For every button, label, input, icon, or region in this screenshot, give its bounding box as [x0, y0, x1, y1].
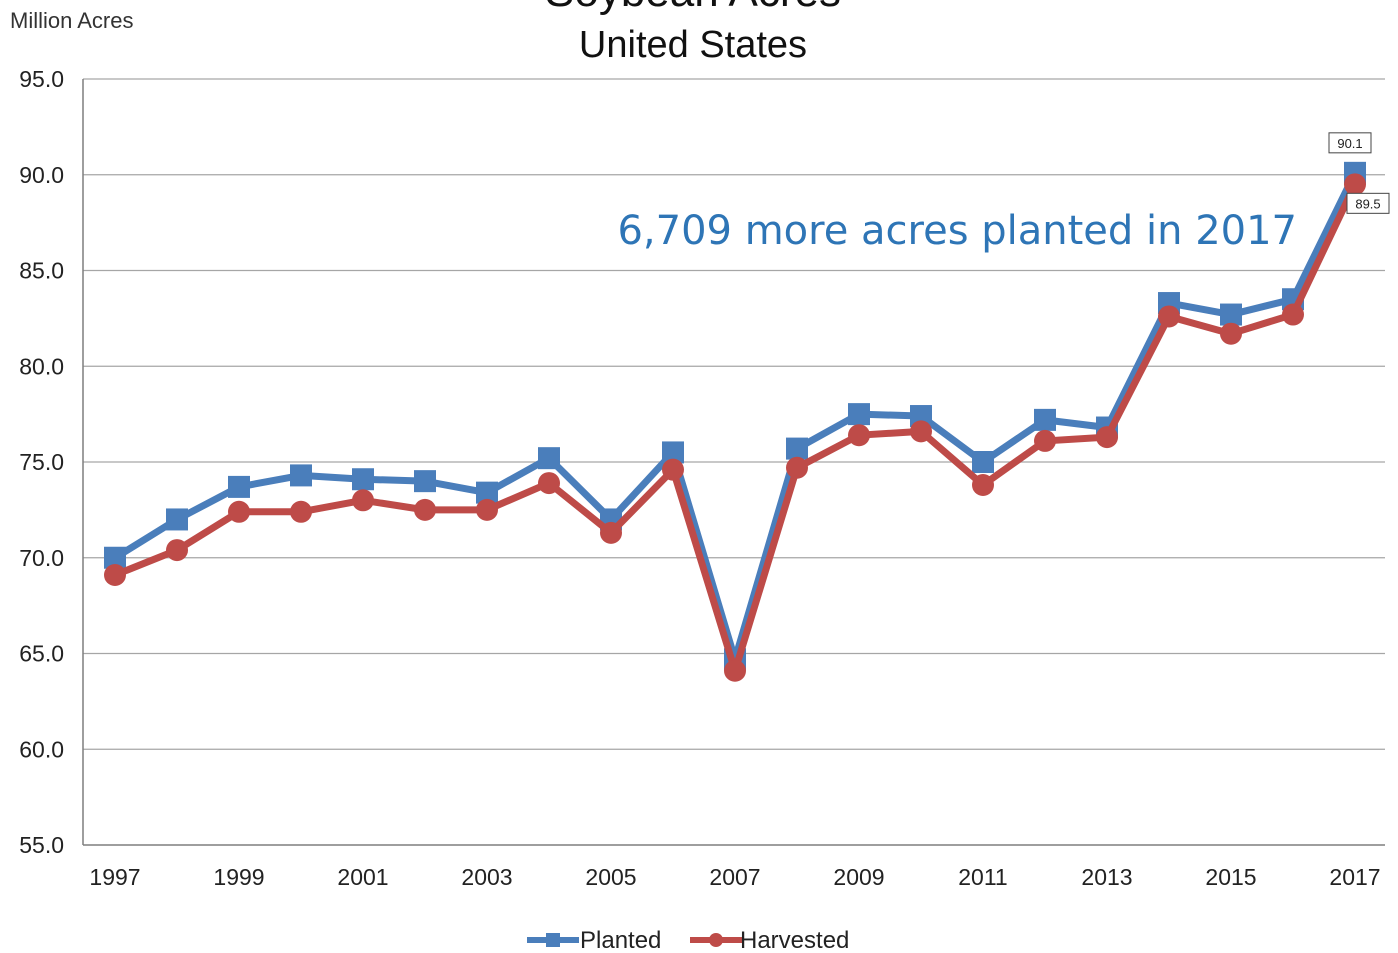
data-point [1220, 322, 1242, 345]
data-label-text: 90.1 [1337, 136, 1362, 151]
data-point [848, 403, 870, 426]
data-point [1220, 303, 1242, 326]
data-point [166, 539, 188, 562]
data-point [104, 563, 126, 586]
data-point [1344, 173, 1366, 196]
y-tick-label: 75.0 [19, 449, 64, 475]
legend-label: Harvested [740, 927, 849, 953]
legend-swatch-marker [546, 933, 560, 947]
data-label-box [1328, 132, 1372, 154]
data-point [662, 441, 684, 464]
chart-subtitle: United States [579, 24, 807, 66]
y-tick-label: 65.0 [19, 641, 64, 667]
data-point [1158, 305, 1180, 328]
data-point [1034, 429, 1056, 452]
data-point [228, 500, 250, 523]
legend: Planted Harvested [527, 927, 849, 953]
data-point [414, 470, 436, 493]
data-point [538, 447, 560, 470]
series [104, 161, 1366, 682]
x-tick-label: 2005 [585, 864, 636, 890]
y-axis-ticks: 55.0 60.0 65.0 70.0 75.0 80.0 85.0 90.0 95.0 [19, 66, 64, 858]
data-point [786, 437, 808, 460]
data-point [290, 464, 312, 487]
y-tick-label: 95.0 [19, 66, 64, 92]
x-tick-label: 2017 [1329, 864, 1380, 890]
data-point [972, 473, 994, 496]
data-label-box [1346, 192, 1390, 214]
data-label: 90.1 [1328, 132, 1372, 154]
y-tick-label: 55.0 [19, 832, 64, 858]
data-point [724, 659, 746, 682]
x-tick-label: 1999 [213, 864, 264, 890]
data-point [228, 475, 250, 498]
data-point [1096, 426, 1118, 449]
legend-item-harvested: Harvested [690, 927, 849, 953]
data-point [848, 424, 870, 447]
data-point [786, 456, 808, 479]
data-point [104, 546, 126, 569]
y-tick-label: 60.0 [19, 736, 64, 762]
data-point [476, 498, 498, 521]
y-tick-label: 80.0 [19, 353, 64, 379]
y-tick-label: 90.0 [19, 162, 64, 188]
x-tick-label: 2003 [461, 864, 512, 890]
x-tick-label: 2009 [833, 864, 884, 890]
x-axis-ticks: 1997 1999 2001 2003 2005 2007 2009 2011 2013 2015… [89, 864, 1380, 890]
y-tick-label: 70.0 [19, 545, 64, 571]
data-point [352, 468, 374, 491]
data-labels: 90.1 89.5 [1328, 132, 1390, 214]
x-tick-label: 2015 [1205, 864, 1256, 890]
data-label-text: 89.5 [1355, 196, 1380, 211]
legend-swatch-marker [709, 933, 723, 947]
data-point [290, 500, 312, 523]
chart-title: Soybean Acres [545, 0, 841, 16]
data-point [910, 420, 932, 443]
x-tick-label: 2007 [709, 864, 760, 890]
x-tick-label: 2011 [958, 864, 1007, 890]
data-point [972, 451, 994, 473]
data-point [538, 472, 560, 495]
data-point [600, 521, 622, 544]
data-label: 89.5 [1346, 192, 1390, 214]
data-point [910, 405, 932, 428]
axes [82, 79, 1385, 846]
x-tick-label: 1997 [89, 864, 140, 890]
data-point [166, 508, 188, 531]
series-harvested [104, 173, 1366, 682]
x-tick-label: 2001 [337, 864, 388, 890]
data-point [662, 458, 684, 481]
data-point [352, 489, 374, 512]
gridlines [83, 78, 1385, 750]
legend-label: Planted [580, 927, 661, 953]
data-point [1282, 303, 1304, 326]
annotation-text: 6,709 more acres planted in 2017 [617, 208, 1297, 254]
series-line [113, 182, 1359, 675]
data-point [476, 481, 498, 504]
data-point [1034, 408, 1056, 431]
legend-item-planted: Planted [527, 927, 661, 953]
x-tick-label: 2013 [1081, 864, 1132, 890]
data-point [414, 498, 436, 521]
y-axis-unit-label: Million Acres [10, 8, 133, 33]
y-tick-label: 85.0 [19, 258, 64, 284]
